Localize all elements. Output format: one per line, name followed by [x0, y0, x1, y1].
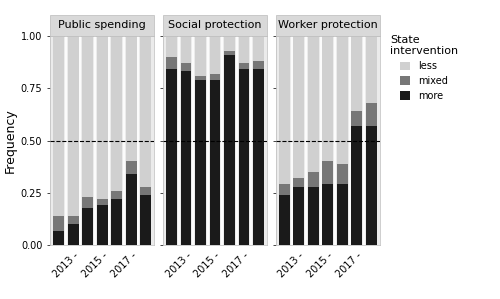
Bar: [68, 36, 78, 216]
Bar: [366, 126, 376, 245]
Bar: [238, 36, 250, 63]
Bar: [224, 55, 235, 245]
Bar: [337, 36, 347, 164]
Bar: [82, 197, 93, 208]
Bar: [238, 63, 250, 69]
Bar: [112, 36, 122, 191]
Bar: [279, 195, 289, 245]
Bar: [294, 187, 304, 245]
Y-axis label: Frequency: Frequency: [4, 108, 16, 173]
Bar: [82, 208, 93, 245]
Bar: [253, 36, 264, 61]
Bar: [140, 195, 151, 245]
Bar: [54, 231, 64, 245]
Bar: [337, 184, 347, 245]
Bar: [68, 224, 78, 245]
Bar: [294, 36, 304, 178]
Bar: [180, 71, 192, 245]
Bar: [195, 36, 206, 76]
Bar: [97, 36, 108, 199]
Text: Worker protection: Worker protection: [278, 20, 378, 30]
Bar: [352, 111, 362, 126]
Legend: less, mixed, more: less, mixed, more: [390, 35, 458, 101]
Bar: [54, 36, 64, 216]
Bar: [322, 161, 333, 184]
Bar: [140, 187, 151, 195]
Bar: [308, 187, 318, 245]
Bar: [352, 36, 362, 111]
Bar: [126, 36, 136, 161]
Bar: [253, 61, 264, 69]
Bar: [279, 184, 289, 195]
Bar: [210, 74, 220, 80]
Bar: [180, 36, 192, 63]
Bar: [308, 172, 318, 187]
Bar: [97, 199, 108, 205]
Bar: [97, 205, 108, 245]
Bar: [126, 174, 136, 245]
Bar: [294, 178, 304, 187]
Bar: [68, 216, 78, 224]
Bar: [224, 36, 235, 51]
Bar: [82, 36, 93, 197]
Bar: [308, 36, 318, 172]
Bar: [322, 36, 333, 161]
Bar: [166, 69, 177, 245]
Bar: [366, 36, 376, 103]
Bar: [238, 69, 250, 245]
Bar: [54, 216, 64, 231]
Bar: [210, 36, 220, 74]
Text: Public spending: Public spending: [58, 20, 146, 30]
Bar: [253, 69, 264, 245]
Bar: [366, 103, 376, 126]
Bar: [352, 126, 362, 245]
Bar: [210, 80, 220, 245]
Bar: [322, 184, 333, 245]
Bar: [140, 36, 151, 187]
Bar: [180, 63, 192, 71]
Text: Social protection: Social protection: [168, 20, 262, 30]
Bar: [279, 36, 289, 184]
Bar: [166, 57, 177, 69]
Bar: [166, 36, 177, 57]
Bar: [195, 76, 206, 80]
Bar: [112, 191, 122, 199]
Bar: [126, 161, 136, 174]
Bar: [337, 164, 347, 184]
Bar: [112, 199, 122, 245]
Bar: [195, 80, 206, 245]
Bar: [224, 51, 235, 55]
